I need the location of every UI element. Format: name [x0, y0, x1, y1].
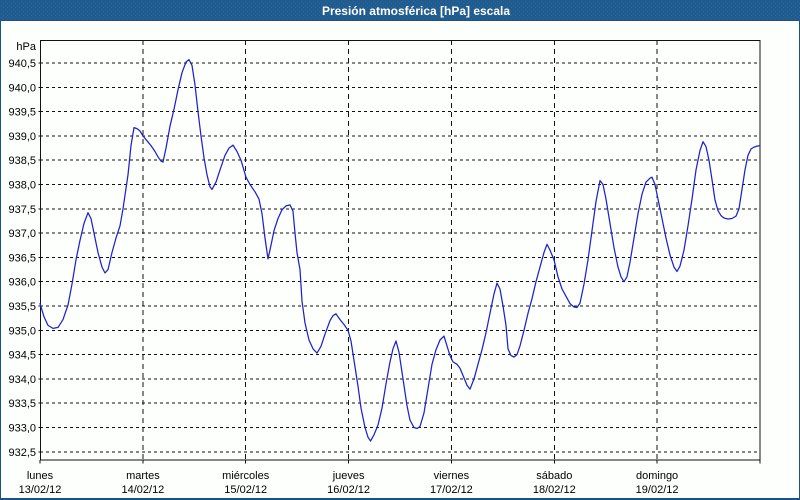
svg-text:936,5: 936,5	[8, 252, 36, 264]
svg-text:938,5: 938,5	[8, 155, 36, 167]
svg-text:939,0: 939,0	[8, 131, 36, 143]
svg-text:martes: martes	[126, 470, 160, 482]
svg-text:16/02/12: 16/02/12	[327, 484, 370, 496]
svg-text:lunes: lunes	[27, 470, 54, 482]
svg-text:937,0: 937,0	[8, 228, 36, 240]
svg-text:15/02/12: 15/02/12	[224, 484, 267, 496]
svg-text:937,5: 937,5	[8, 204, 36, 216]
svg-text:939,5: 939,5	[8, 107, 36, 119]
svg-text:miércoles: miércoles	[222, 470, 270, 482]
svg-text:19/02/12: 19/02/12	[636, 484, 679, 496]
svg-text:935,0: 935,0	[8, 325, 36, 337]
svg-text:940,5: 940,5	[8, 58, 36, 70]
svg-text:933,0: 933,0	[8, 423, 36, 435]
svg-text:14/02/12: 14/02/12	[121, 484, 164, 496]
svg-text:940,0: 940,0	[8, 82, 36, 94]
svg-text:934,5: 934,5	[8, 350, 36, 362]
svg-text:932,5: 932,5	[8, 447, 36, 459]
svg-text:jueves: jueves	[332, 470, 365, 482]
svg-text:935,5: 935,5	[8, 301, 36, 313]
svg-text:936,0: 936,0	[8, 277, 36, 289]
svg-text:17/02/12: 17/02/12	[430, 484, 473, 496]
svg-text:18/02/12: 18/02/12	[533, 484, 576, 496]
svg-text:sábado: sábado	[536, 470, 572, 482]
svg-text:13/02/12: 13/02/12	[19, 484, 62, 496]
svg-text:viernes: viernes	[434, 470, 470, 482]
svg-text:domingo: domingo	[636, 470, 678, 482]
svg-text:933,5: 933,5	[8, 398, 36, 410]
svg-text:938,0: 938,0	[8, 180, 36, 192]
svg-text:hPa: hPa	[16, 41, 36, 53]
svg-text:934,0: 934,0	[8, 374, 36, 386]
